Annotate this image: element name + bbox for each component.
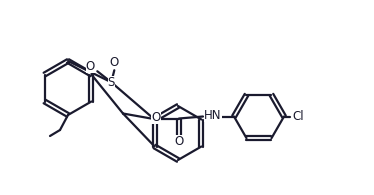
Text: O: O: [86, 60, 95, 73]
Text: S: S: [108, 76, 115, 89]
Text: O: O: [110, 56, 119, 69]
Text: Cl: Cl: [292, 110, 304, 123]
Text: HN: HN: [204, 109, 222, 122]
Text: O: O: [151, 111, 160, 124]
Text: O: O: [174, 135, 184, 148]
